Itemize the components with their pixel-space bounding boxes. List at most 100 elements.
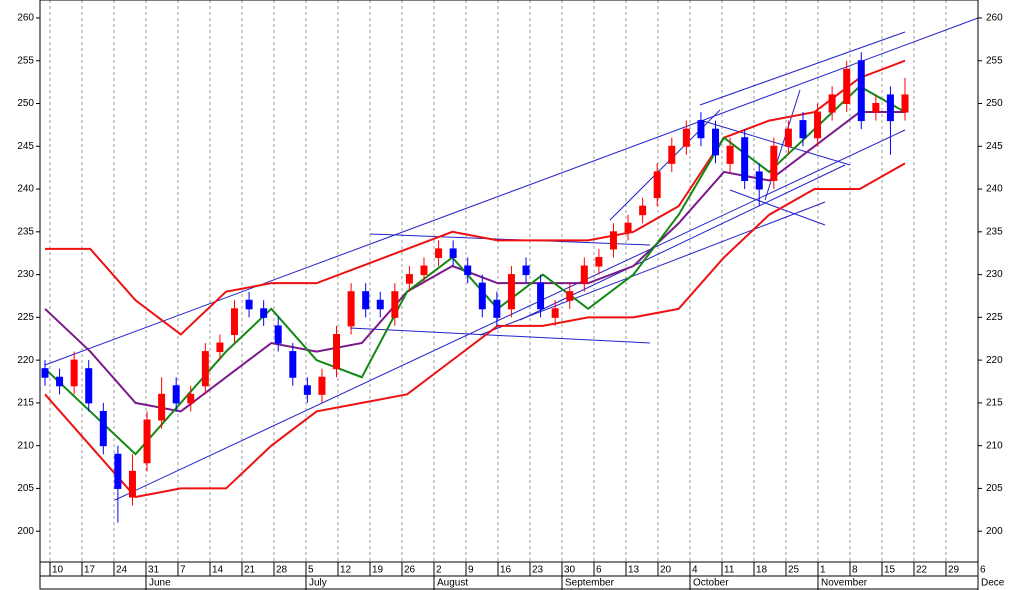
candle-body (347, 291, 355, 327)
y2-tick-label: 200 (986, 526, 1003, 537)
candle-body (230, 308, 238, 335)
y-tick-label: 220 (17, 355, 34, 366)
candle-body (70, 359, 78, 387)
x-tick-label: 21 (244, 565, 256, 576)
candle-body (201, 351, 209, 387)
x-tick-label: 6 (596, 565, 602, 576)
y2-tick-label: 220 (986, 355, 1003, 366)
x-tick-label: 9 (468, 565, 474, 576)
month-label: June (149, 578, 171, 589)
candle-body (537, 282, 545, 310)
x-tick-label: 25 (788, 565, 800, 576)
candle-body (624, 222, 632, 233)
candle-body (478, 282, 486, 310)
candle-body (901, 94, 909, 113)
candle-body (85, 368, 93, 404)
y2-tick-label: 240 (986, 184, 1003, 195)
trend-line (479, 201, 826, 336)
x-tick-label: 13 (628, 565, 640, 576)
candle-body (668, 145, 676, 164)
candle-body (99, 410, 107, 447)
y2-tick-label: 235 (986, 226, 1003, 237)
y-tick-label: 260 (17, 13, 34, 24)
x-tick-label: 29 (948, 565, 960, 576)
y-tick-label: 230 (17, 269, 34, 280)
candle-body (828, 94, 836, 113)
x-tick-label: 30 (564, 565, 576, 576)
x-tick-label: 15 (884, 565, 896, 576)
y-tick-label: 250 (17, 98, 34, 109)
candle-body (682, 128, 690, 147)
candle-body (653, 171, 661, 199)
candle-body (289, 351, 297, 378)
x-tick-label: 22 (916, 565, 928, 576)
candle-body (784, 128, 792, 147)
trend-line (44, 17, 979, 366)
x-tick-label: 5 (308, 565, 314, 576)
x-tick-label: 14 (212, 565, 224, 576)
candle-body (405, 274, 413, 284)
y2-tick-label: 205 (986, 483, 1003, 494)
month-label: October (693, 578, 729, 589)
candle-body (609, 231, 617, 250)
candle-body (143, 419, 151, 464)
candle-body (114, 453, 122, 489)
candle-body (420, 265, 428, 276)
candle-body (770, 145, 778, 181)
trend-line (349, 327, 651, 344)
y-tick-label: 235 (17, 226, 34, 237)
candle-body (755, 171, 763, 190)
y2-tick-label: 210 (986, 440, 1003, 451)
candle-body (697, 120, 705, 139)
indicator-line (44, 162, 906, 499)
y2-tick-label: 250 (986, 98, 1003, 109)
x-tick-label: 28 (276, 565, 288, 576)
y-tick-label: 255 (17, 55, 34, 66)
x-tick-label: 1 (820, 565, 826, 576)
candle-body (886, 94, 894, 122)
candle-body (216, 342, 224, 353)
month-label: August (437, 578, 468, 589)
x-tick-label: 4 (692, 565, 698, 576)
y-tick-label: 205 (17, 483, 34, 494)
candle-body (391, 291, 399, 318)
candle-body (274, 325, 282, 344)
y2-tick-label: 225 (986, 312, 1003, 323)
candle-body (260, 308, 268, 318)
y-tick-label: 200 (17, 526, 34, 537)
y2-tick-label: 230 (986, 269, 1003, 280)
x-tick-label: 17 (84, 565, 96, 576)
candle-body (551, 308, 559, 318)
x-tick-label: 26 (404, 565, 416, 576)
x-tick-label: 12 (340, 565, 352, 576)
candle-body (449, 248, 457, 258)
candle-body (522, 265, 530, 276)
candle-body (376, 299, 384, 310)
candle-body (566, 291, 574, 301)
x-tick-label: 31 (148, 565, 160, 576)
y2-tick-label: 245 (986, 141, 1003, 152)
indicator-line (45, 59, 906, 336)
candle-body (726, 145, 734, 164)
month-label: July (309, 578, 327, 589)
candle-body (741, 137, 749, 181)
x-tick-label: 18 (756, 565, 768, 576)
y-tick-label: 240 (17, 184, 34, 195)
month-label: November (821, 578, 868, 589)
trend-line (699, 119, 851, 166)
x-tick-label: 19 (372, 565, 384, 576)
candle-body (639, 205, 647, 216)
x-tick-label: 6 (980, 565, 986, 576)
candle-body (712, 128, 720, 156)
trend-line (114, 129, 906, 501)
trend-line (519, 164, 846, 321)
trend-line (729, 189, 826, 226)
candle-body (872, 103, 880, 113)
x-tick-label: 10 (52, 565, 64, 576)
candle-body (41, 368, 49, 378)
month-label: Dece (981, 578, 1005, 589)
candle-body (843, 68, 851, 105)
candle-body (172, 385, 180, 404)
